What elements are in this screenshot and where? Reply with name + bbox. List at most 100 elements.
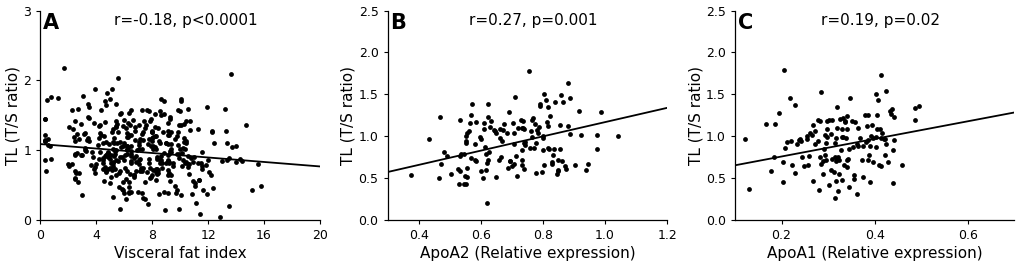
Point xyxy=(152,158,168,162)
Point xyxy=(147,145,163,149)
Point xyxy=(90,143,106,148)
Point xyxy=(151,109,167,113)
Point xyxy=(884,147,901,152)
Point xyxy=(150,139,166,143)
Point xyxy=(442,172,459,176)
Point xyxy=(104,147,120,152)
Point xyxy=(837,119,853,123)
Point xyxy=(156,151,172,155)
Point xyxy=(67,152,84,156)
Point xyxy=(439,154,455,158)
Point xyxy=(205,186,221,191)
Point xyxy=(860,152,876,157)
Point xyxy=(109,121,125,126)
Point xyxy=(793,155,809,160)
Point xyxy=(87,165,103,169)
Point xyxy=(103,175,119,179)
Point xyxy=(458,139,474,143)
Point xyxy=(147,134,163,138)
Point xyxy=(449,167,466,171)
Point xyxy=(105,140,121,145)
Point xyxy=(171,123,187,128)
Point xyxy=(92,150,108,154)
Point xyxy=(81,116,97,121)
Point xyxy=(131,169,148,173)
Point xyxy=(459,166,475,171)
Y-axis label: TL (T/S ratio): TL (T/S ratio) xyxy=(5,66,20,165)
Point xyxy=(191,178,207,182)
Point xyxy=(179,154,196,158)
Point xyxy=(143,175,159,179)
Point xyxy=(168,187,184,192)
Text: r=0.27, p=0.001: r=0.27, p=0.001 xyxy=(469,13,597,28)
Point xyxy=(505,162,522,166)
Point xyxy=(187,201,204,205)
Point xyxy=(522,146,538,151)
Point xyxy=(540,147,556,151)
Point xyxy=(152,141,168,146)
Point xyxy=(185,179,202,183)
Point xyxy=(150,171,166,175)
Point xyxy=(828,189,845,194)
Point xyxy=(86,167,102,172)
Point xyxy=(98,103,114,107)
Point xyxy=(490,158,506,162)
Point xyxy=(130,158,147,162)
Point xyxy=(160,172,176,177)
Point xyxy=(486,129,502,133)
Point xyxy=(66,134,83,139)
Point xyxy=(101,142,117,146)
Point xyxy=(102,181,118,185)
Point xyxy=(86,121,102,125)
Point xyxy=(481,125,497,129)
Point xyxy=(79,115,96,119)
Point xyxy=(853,158,869,162)
Point xyxy=(132,166,149,170)
Point xyxy=(73,122,90,127)
Point xyxy=(125,117,142,122)
Point xyxy=(559,124,576,128)
Point xyxy=(122,143,139,148)
Point xyxy=(872,131,889,136)
Text: A: A xyxy=(43,13,59,33)
Point xyxy=(539,120,555,124)
Point xyxy=(193,161,209,165)
Point xyxy=(108,158,124,162)
Point xyxy=(69,150,86,155)
Point xyxy=(142,175,158,180)
Point xyxy=(516,167,532,171)
Point xyxy=(513,126,529,130)
Point xyxy=(852,136,868,140)
Point xyxy=(507,154,524,159)
Point xyxy=(812,90,828,94)
Point xyxy=(822,132,839,136)
Point xyxy=(95,141,111,145)
Point xyxy=(109,76,125,81)
Point xyxy=(459,175,475,179)
Point xyxy=(834,116,850,120)
Point xyxy=(98,169,114,173)
Point xyxy=(92,123,108,127)
Point xyxy=(491,135,507,140)
Point xyxy=(212,215,228,219)
Point xyxy=(840,184,856,189)
Point xyxy=(872,136,889,140)
Point xyxy=(116,153,132,158)
Text: r=0.19, p=0.02: r=0.19, p=0.02 xyxy=(820,13,938,28)
Point xyxy=(173,97,190,101)
Point xyxy=(74,94,91,98)
Point xyxy=(480,101,496,106)
Point xyxy=(549,168,566,172)
Point xyxy=(806,142,822,146)
Point xyxy=(458,134,474,138)
Point xyxy=(503,164,520,168)
Point xyxy=(572,133,588,137)
Point xyxy=(517,140,533,144)
Point xyxy=(161,133,177,137)
Point xyxy=(153,158,169,162)
Point xyxy=(104,168,120,172)
Point xyxy=(106,148,122,153)
Point xyxy=(867,135,883,139)
Point xyxy=(487,175,503,179)
Point xyxy=(181,172,198,176)
